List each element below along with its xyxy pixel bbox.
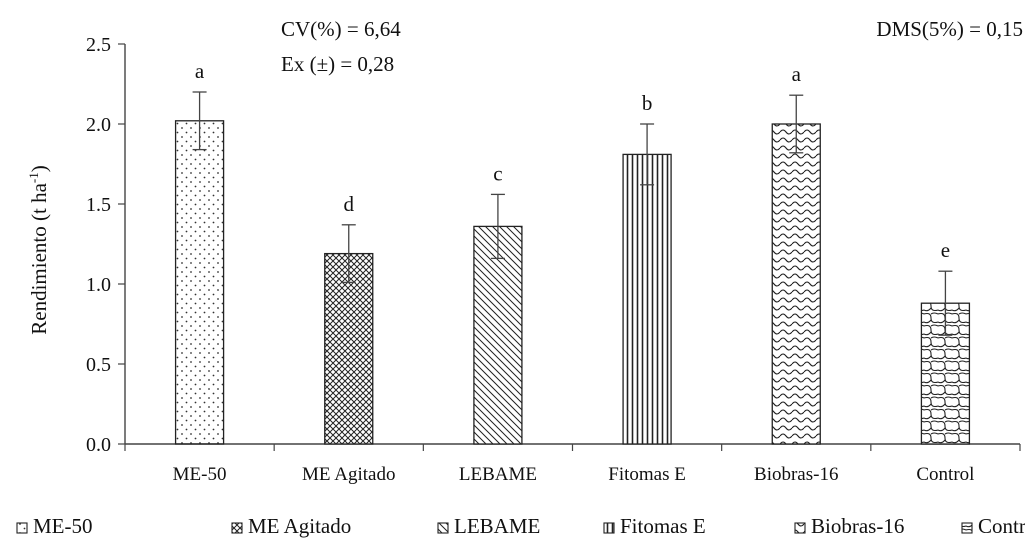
legend-label: Biobras-16 <box>811 514 904 538</box>
legend-label: Control <box>978 514 1025 538</box>
y-tick-label: 1.5 <box>86 194 111 216</box>
bar <box>174 120 225 445</box>
significance-letter: e <box>941 238 950 262</box>
legend-label: Fitomas E <box>620 514 706 538</box>
legend-swatch <box>231 522 243 534</box>
legend-swatch <box>603 522 615 534</box>
legend-swatch <box>794 522 806 534</box>
y-tick-label: 0.0 <box>86 434 111 456</box>
y-tick-label: 1.0 <box>86 274 111 296</box>
bar <box>771 123 821 445</box>
dms-annotation: DMS(5%) = 0,15 <box>876 17 1023 41</box>
significance-letter: b <box>642 91 653 115</box>
x-tick-label: Control <box>916 464 974 485</box>
legend-swatch <box>437 522 449 534</box>
significance-letter: a <box>792 62 802 86</box>
legend-label: LEBAME <box>454 514 540 538</box>
y-tick-label: 2.5 <box>86 34 111 56</box>
x-tick-label: Fitomas E <box>608 464 686 485</box>
x-tick-label: ME Agitado <box>302 464 395 485</box>
chart-bars: a ME-50 d ME Agitado c LEBAME b Fitomas E a Biobr… <box>173 59 975 485</box>
bar <box>622 153 672 445</box>
cv-annotation: CV(%) = 6,64 <box>281 17 401 41</box>
y-tick-label: 2.0 <box>86 114 111 136</box>
significance-letter: d <box>344 192 355 216</box>
chart-legend: ME-50 ME Agitado LEBAME Fitomas E Biobras-16… <box>16 514 1025 538</box>
bar <box>473 225 523 445</box>
ex-annotation: Ex (±) = 0,28 <box>281 52 394 76</box>
legend-swatch <box>16 522 28 534</box>
chart-axes: 0.0 0.5 1.0 1.5 2.0 2.5 <box>86 34 1021 456</box>
x-tick-label: Biobras-16 <box>754 464 838 485</box>
x-tick-label: LEBAME <box>459 464 537 485</box>
y-tick-label: 0.5 <box>86 354 111 376</box>
legend-label: ME Agitado <box>248 514 351 538</box>
legend-swatch <box>961 522 973 534</box>
significance-letter: c <box>493 161 502 185</box>
y-axis-title: Rendimiento (t ha-1) <box>26 165 51 334</box>
significance-letter: a <box>195 59 205 83</box>
x-tick-label: ME-50 <box>173 464 227 485</box>
legend-label: ME-50 <box>33 514 93 538</box>
